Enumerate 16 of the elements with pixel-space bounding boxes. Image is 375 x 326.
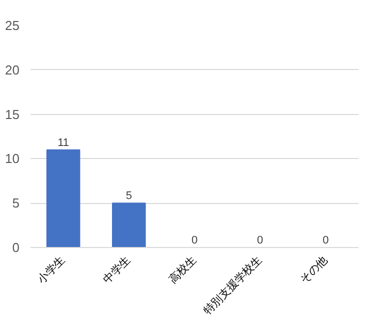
y-tick-label: 20: [5, 62, 20, 78]
x-tick-label: 小学生: [35, 254, 68, 286]
y-tick-label: 10: [5, 151, 20, 166]
x-tick-label: 高校生: [166, 254, 199, 286]
y-tick-label: 0: [12, 240, 20, 255]
data-label: 0: [322, 234, 329, 246]
y-tick-label: 25: [5, 18, 20, 33]
x-tick-label: 中学生: [100, 254, 134, 286]
data-label: 5: [126, 190, 132, 202]
x-tick-label: 特別支援学校生: [200, 254, 264, 318]
data-label: 11: [58, 136, 70, 149]
y-tick-label: 5: [12, 196, 20, 211]
data-label: 0: [191, 234, 198, 246]
x-tick-label: その他: [298, 254, 330, 286]
data-label: 0: [257, 234, 264, 246]
y-tick-label: 15: [5, 106, 20, 122]
